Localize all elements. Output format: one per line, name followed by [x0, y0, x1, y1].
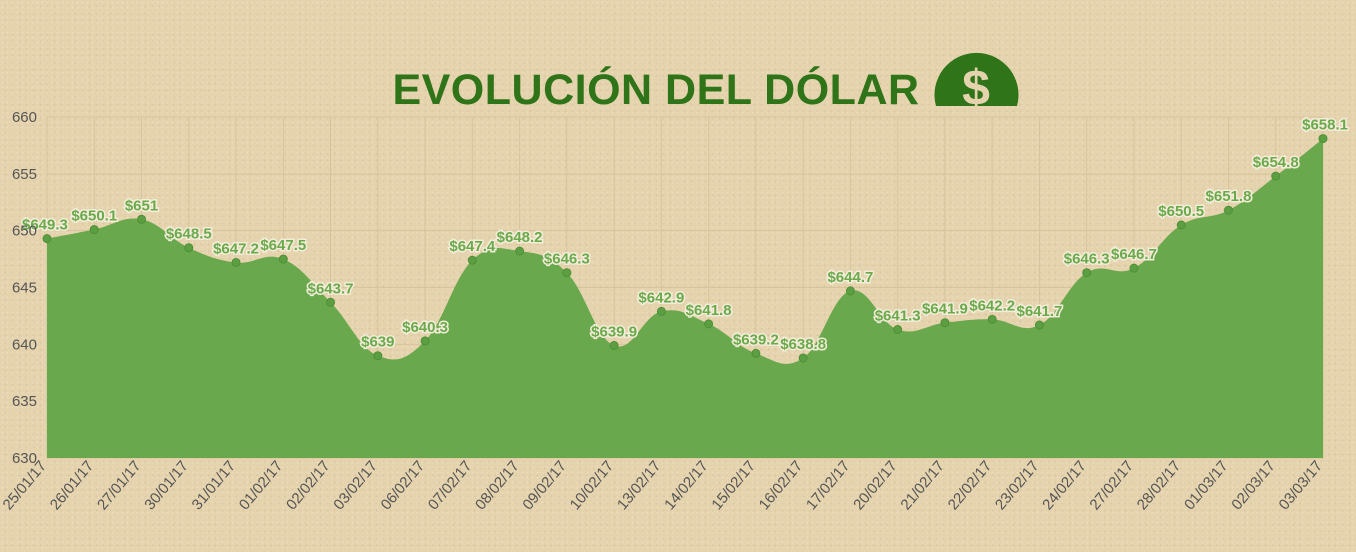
data-point-4: [231, 257, 241, 267]
x-tick-label-13: 13/02/17: [614, 458, 665, 514]
data-point-19: [940, 318, 950, 328]
x-tick-label-12: 10/02/17: [567, 458, 618, 514]
data-label-8: $640.3: [402, 319, 448, 336]
data-point-10: [515, 246, 525, 256]
data-point-1: [89, 225, 99, 235]
data-point-15: [751, 348, 761, 358]
data-label-19: $641.9: [922, 301, 968, 318]
data-label-1: $650.1: [71, 208, 117, 225]
x-tick-label-3: 30/01/17: [141, 458, 192, 514]
data-label-0: $649.3: [22, 217, 68, 234]
x-tick-label-21: 23/02/17: [992, 458, 1043, 514]
x-tick-label-2: 27/01/17: [94, 458, 145, 514]
data-label-26: $654.8: [1253, 154, 1299, 171]
y-tick-label-5: 655: [12, 166, 37, 183]
data-point-27: [1318, 134, 1328, 144]
y-tick-label-2: 640: [12, 336, 37, 353]
y-tick-label-6: 660: [12, 109, 37, 126]
area-series: [47, 138, 1323, 458]
data-label-20: $642.2: [969, 297, 1015, 314]
data-label-22: $646.3: [1064, 251, 1110, 268]
data-point-23: [1129, 263, 1139, 273]
x-tick-label-18: 20/02/17: [850, 458, 901, 514]
data-label-23: $646.7: [1111, 246, 1157, 263]
x-tick-label-8: 06/02/17: [378, 458, 429, 514]
x-axis: 25/01/1726/01/1727/01/1730/01/1731/01/17…: [0, 458, 1326, 514]
data-label-24: $650.5: [1158, 203, 1204, 220]
data-point-9: [467, 255, 477, 265]
data-label-16: $638.8: [780, 336, 826, 353]
x-tick-label-1: 26/01/17: [47, 458, 98, 514]
y-tick-label-1: 635: [12, 393, 37, 410]
data-point-25: [1223, 205, 1233, 215]
data-label-7: $639: [361, 334, 394, 351]
data-label-3: $648.5: [166, 226, 212, 243]
y-axis: 630 635 640 645 650 655 660: [12, 109, 37, 467]
data-point-0: [42, 234, 52, 244]
y-tick-label-0: 630: [12, 450, 37, 467]
x-tick-label-9: 07/02/17: [425, 458, 476, 514]
data-label-4: $647.2: [213, 240, 259, 257]
chart-title: EVOLUCIÓN DEL DÓLAR: [392, 65, 919, 114]
x-tick-label-6: 02/02/17: [283, 458, 334, 514]
data-point-13: [656, 306, 666, 316]
x-tick-label-25: 01/03/17: [1181, 458, 1232, 514]
data-labels: $649.3$650.1 $651 $648.5$647.2 $647.5 $643.7…: [21, 115, 1350, 354]
y-tick-label-4: 650: [12, 223, 37, 240]
data-label-15: $639.2: [733, 331, 779, 348]
y-tick-label-3: 645: [12, 280, 37, 297]
x-tick-label-7: 03/02/17: [330, 458, 381, 514]
data-label-10: $648.2: [497, 229, 543, 246]
data-point-17: [845, 286, 855, 296]
x-tick-label-27: 03/03/17: [1276, 458, 1327, 514]
x-tick-label-22: 24/02/17: [1039, 458, 1090, 514]
x-tick-label-14: 14/02/17: [661, 458, 712, 514]
x-tick-label-10: 08/02/17: [472, 458, 523, 514]
data-label-18: $641.3: [875, 308, 921, 325]
data-point-5: [278, 254, 288, 264]
data-label-11: $646.3: [544, 251, 590, 268]
svg-text:$: $: [962, 60, 990, 116]
x-tick-label-11: 09/02/17: [519, 458, 570, 514]
data-point-3: [184, 243, 194, 253]
x-tick-label-23: 27/02/17: [1086, 458, 1137, 514]
data-label-12: $639.9: [591, 323, 637, 340]
data-point-8: [420, 336, 430, 346]
data-point-16: [798, 353, 808, 363]
data-label-27: $658.1: [1302, 117, 1348, 134]
x-tick-label-24: 28/02/17: [1134, 458, 1185, 514]
data-label-14: $641.8: [686, 302, 732, 319]
x-tick-label-26: 02/03/17: [1228, 458, 1279, 514]
data-label-2: $651: [125, 197, 158, 214]
data-point-18: [893, 325, 903, 335]
x-tick-label-5: 01/02/17: [236, 458, 287, 514]
data-label-13: $642.9: [638, 289, 684, 306]
data-point-26: [1271, 171, 1281, 181]
data-point-11: [562, 268, 572, 278]
data-label-25: $651.8: [1206, 188, 1252, 205]
data-point-12: [609, 340, 619, 350]
data-point-14: [704, 319, 714, 329]
data-point-24: [1176, 220, 1186, 230]
data-point-2: [137, 214, 147, 224]
data-label-9: $647.4: [449, 238, 496, 255]
data-label-17: $644.7: [827, 269, 873, 286]
x-tick-label-4: 31/01/17: [189, 458, 240, 514]
data-point-21: [1034, 320, 1044, 330]
data-points: [42, 134, 1328, 363]
x-tick-label-15: 15/02/17: [708, 458, 759, 514]
data-label-21: $641.7: [1016, 303, 1062, 320]
data-point-22: [1082, 268, 1092, 278]
data-label-6: $643.7: [308, 280, 354, 297]
data-point-7: [373, 351, 383, 361]
data-point-6: [326, 297, 336, 307]
x-tick-label-17: 17/02/17: [803, 458, 854, 514]
x-tick-label-19: 21/02/17: [897, 458, 948, 514]
x-tick-label-20: 22/02/17: [945, 458, 996, 514]
dollar-icon: $: [934, 52, 1019, 116]
data-label-5: $647.5: [260, 237, 306, 254]
data-point-20: [987, 314, 997, 324]
x-tick-label-16: 16/02/17: [756, 458, 807, 514]
